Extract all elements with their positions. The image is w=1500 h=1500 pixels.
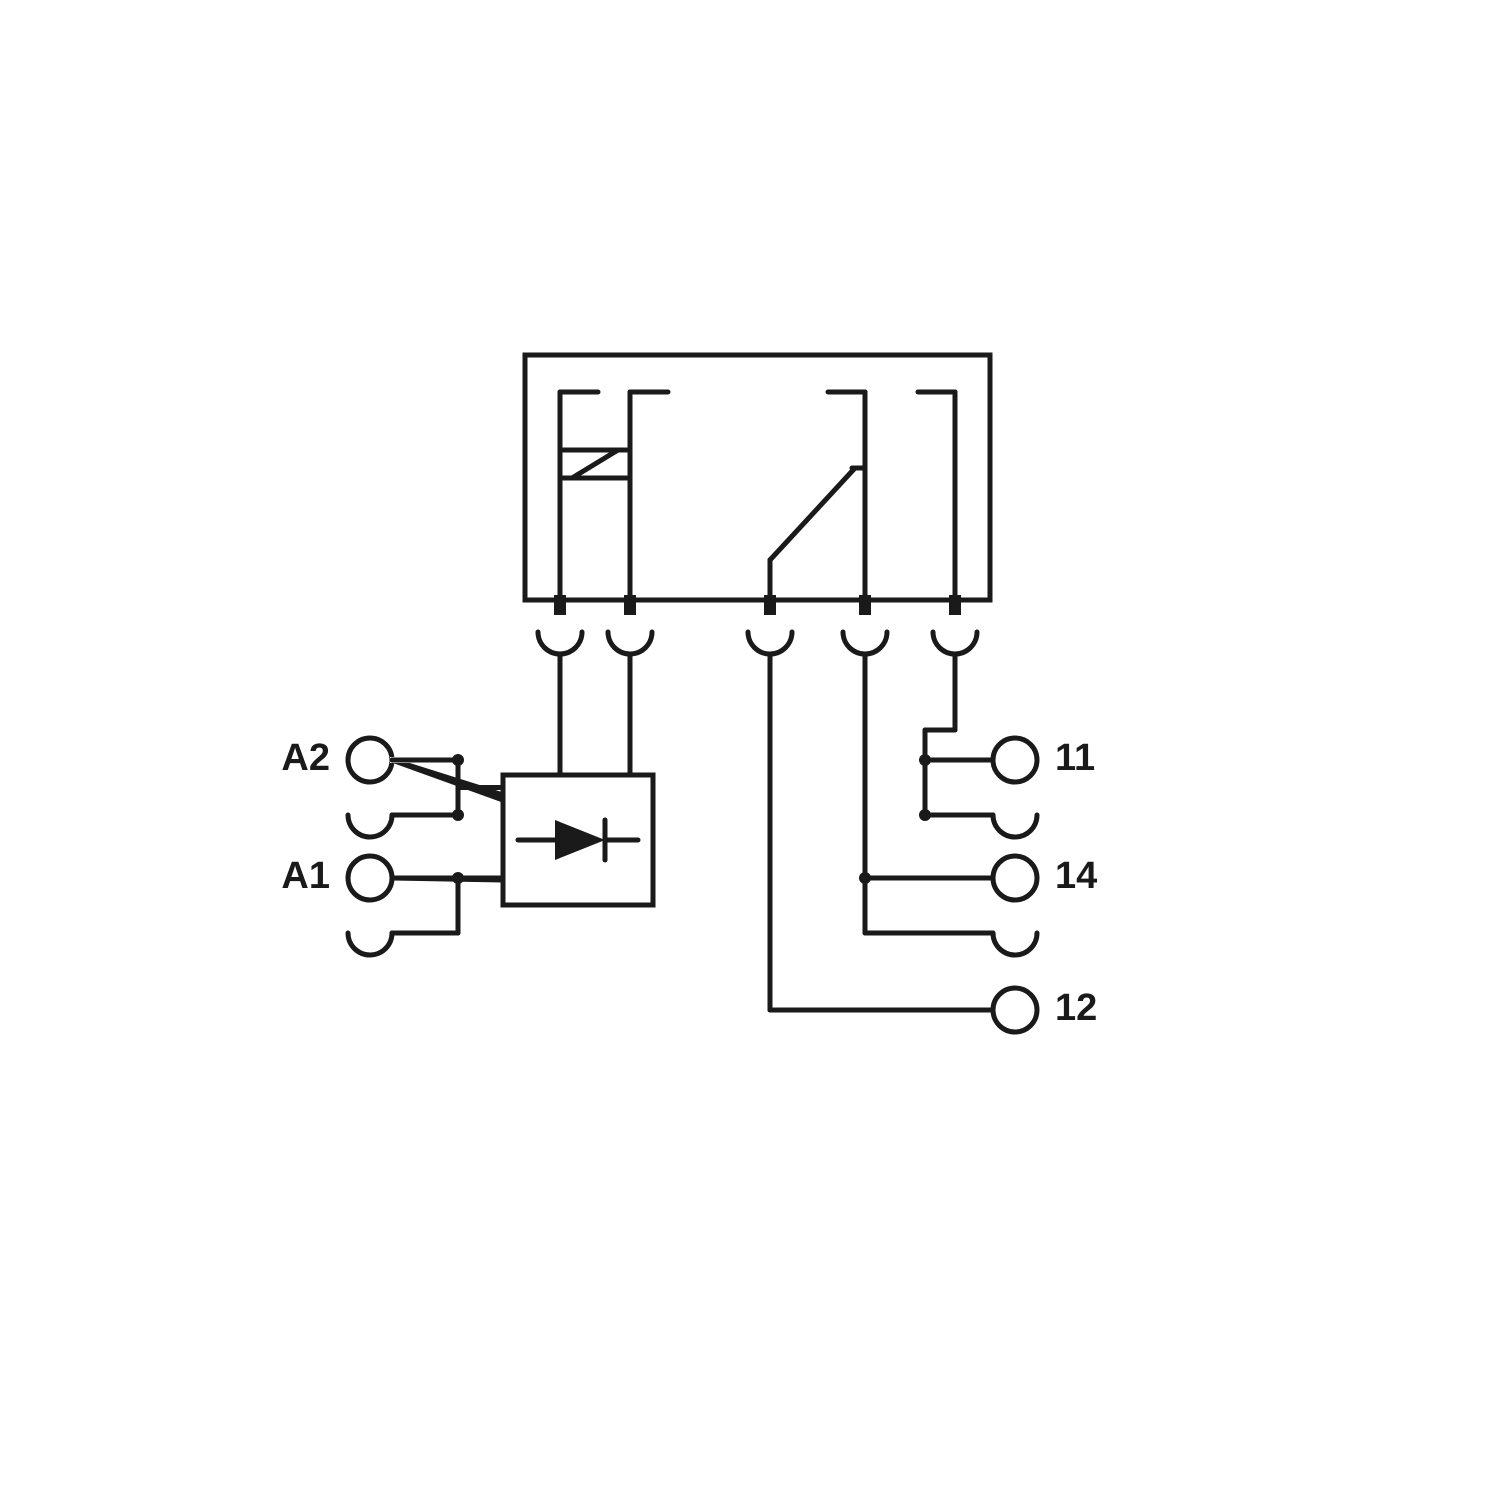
socket-cup (843, 632, 887, 654)
socket-cup (538, 632, 582, 654)
terminal-cup-A1 (348, 933, 392, 955)
terminal-cup-A2 (348, 815, 392, 837)
terminal-12 (993, 988, 1037, 1032)
terminal-cup-11 (993, 815, 1037, 837)
socket-cup (748, 632, 792, 654)
diode-triangle (555, 820, 605, 860)
junction-dot (919, 809, 931, 821)
junction-dot (452, 872, 464, 884)
junction-dot (452, 809, 464, 821)
terminal-label-A2: A2 (281, 737, 330, 779)
terminal-label-A1: A1 (281, 855, 330, 897)
terminal-14 (993, 856, 1037, 900)
terminal-cup-14 (993, 933, 1037, 955)
terminal-label-14: 14 (1055, 855, 1097, 897)
terminal-A1 (348, 856, 392, 900)
terminal-label-11: 11 (1055, 737, 1095, 779)
socket-cup (608, 632, 652, 654)
terminal-11 (993, 738, 1037, 782)
relay-circuit-diagram: A2 A1 11 14 12 (0, 0, 1500, 1500)
terminal-label-12: 12 (1055, 987, 1097, 1029)
terminal-A2 (348, 738, 392, 782)
socket-cup (933, 632, 977, 654)
